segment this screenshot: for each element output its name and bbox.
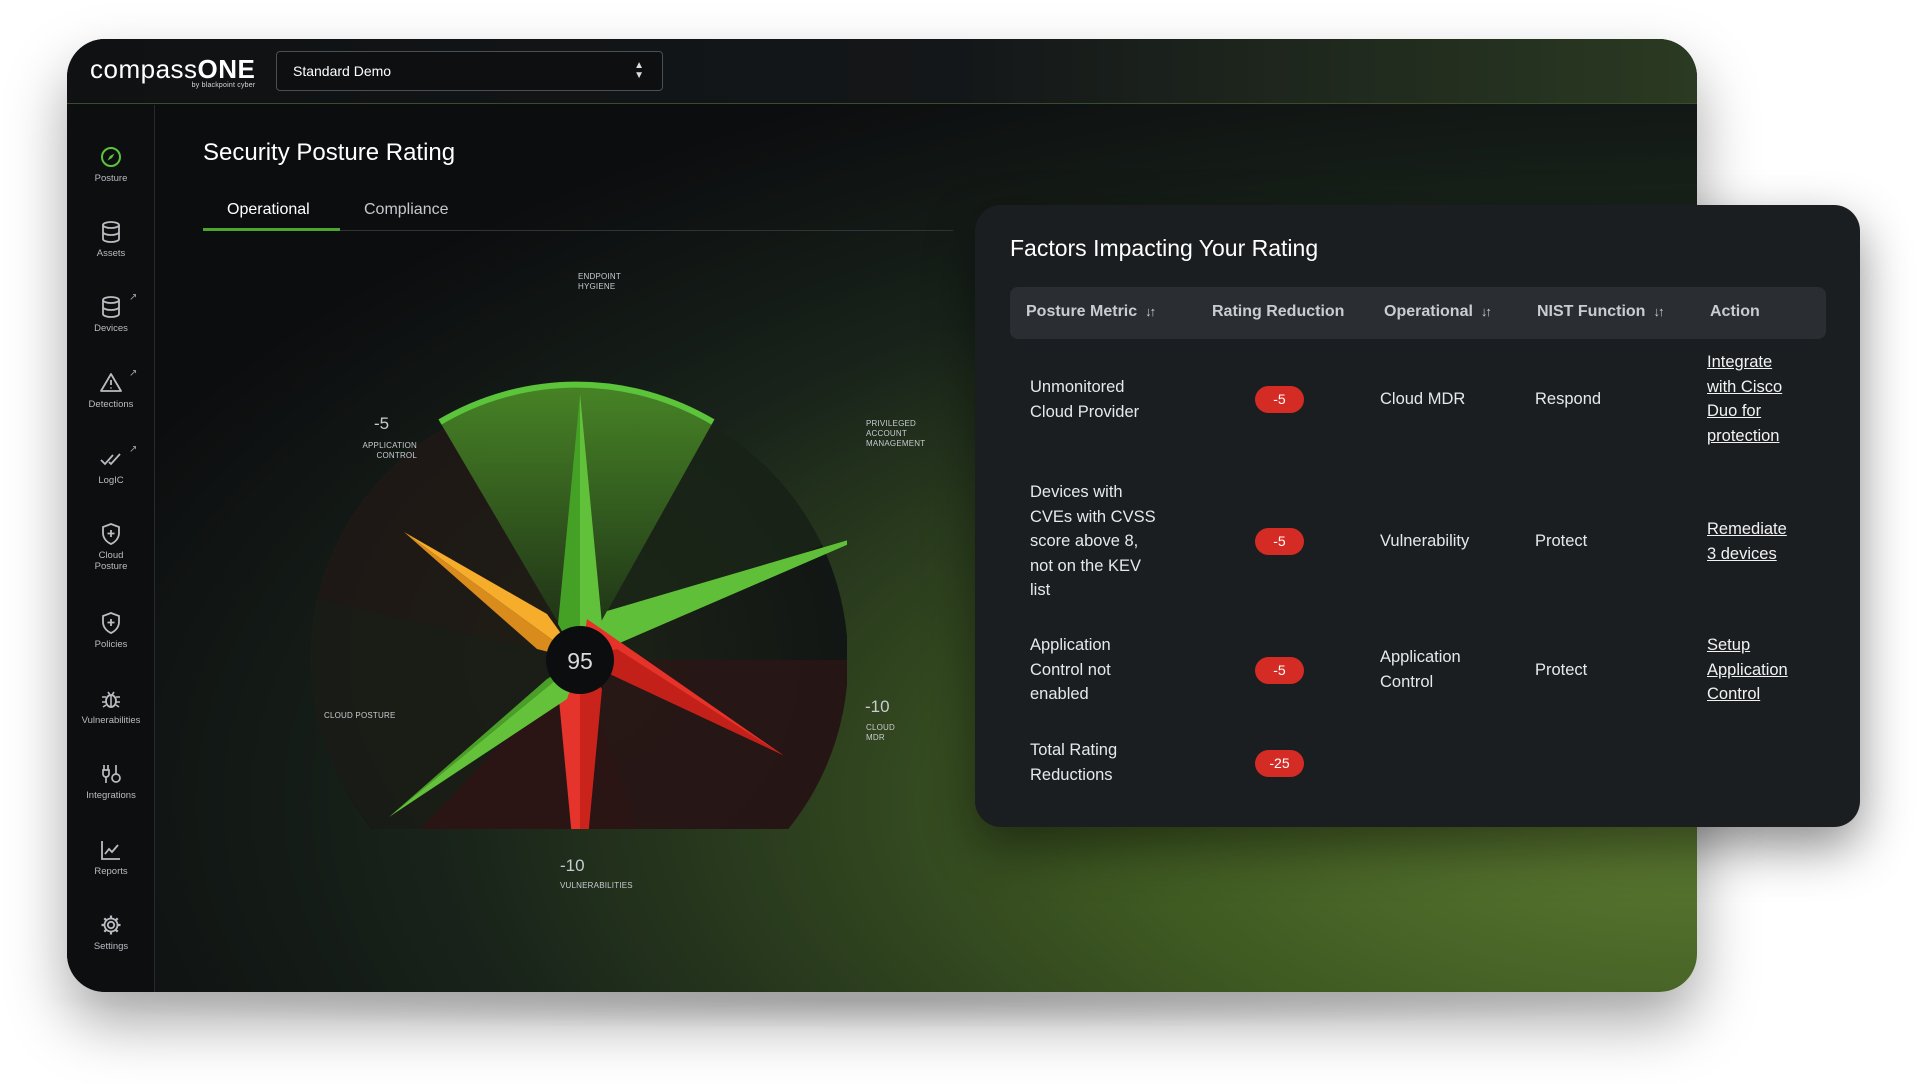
label-endpoint-hygiene: ENDPOINT HYGIENE — [578, 272, 621, 291]
col-header-nist-function[interactable]: NIST Function ↓↑ — [1537, 303, 1664, 320]
sidebar-item-policies[interactable]: Policies — [67, 611, 155, 650]
integrations-icon — [102, 765, 121, 783]
sort-icon: ↓↑ — [1653, 304, 1664, 319]
posture-rating-radar: 95 ENDPOINT HYGIENE PRIVILEGED ACCOUNT MANA… — [247, 269, 925, 928]
external-link-icon: ↗ — [129, 444, 138, 455]
compass-icon — [101, 147, 121, 167]
select-arrows-icon: ▲ ▼ — [634, 60, 644, 81]
row1-nist: Respond — [1535, 390, 1602, 408]
col-header-action: Action — [1710, 303, 1760, 320]
row3-metric: Application Control not enabled — [1030, 636, 1111, 703]
label-cloud-mdr: CLOUD MDR — [866, 723, 896, 742]
label-privileged-account-management: PRIVILEGED ACCOUNT MANAGEMENT — [866, 419, 926, 448]
sidebar-item-settings[interactable]: Settings — [67, 913, 155, 952]
shield-plus-icon — [102, 523, 120, 545]
shield-plus-icon — [102, 612, 120, 634]
col-header-rating-reduction: Rating Reduction — [1212, 303, 1345, 320]
label-application-control: APPLICATION CONTROL — [362, 441, 417, 460]
top-bar: compassONE by blackpoint cyber Standard … — [67, 39, 1697, 104]
active-tab-indicator — [203, 228, 340, 231]
table-header: Posture Metric ↓↑ Rating Reduction Operat… — [1010, 287, 1826, 339]
bug-icon — [102, 691, 120, 708]
row2-metric: Devices with CVEs with CVSS score above 8,… — [1030, 483, 1156, 599]
database-icon — [102, 221, 120, 243]
row2-action-link[interactable]: Remediate 3 devices — [1707, 520, 1787, 563]
row1-metric: Unmonitored Cloud Provider — [1030, 378, 1140, 421]
tab-operational[interactable]: Operational — [227, 201, 310, 218]
sidebar-item-devices[interactable]: ↗ Devices — [94, 292, 138, 334]
line-chart-icon — [101, 841, 120, 860]
row3-operational: Application Control — [1380, 648, 1461, 691]
total-reduction-badge: -25 — [1255, 750, 1304, 777]
sidebar-item-integrations[interactable]: Integrations — [67, 762, 155, 801]
sidebar-item-reports[interactable]: Reports — [67, 838, 155, 877]
row2-nist: Protect — [1535, 532, 1588, 550]
label-vulnerabilities: VULNERABILITIES — [560, 881, 633, 890]
value-vulnerabilities: -10 — [560, 856, 585, 875]
page-title: Security Posture Rating — [203, 139, 456, 166]
sidebar-item-vulnerabilities[interactable]: Vulnerabilities — [67, 687, 155, 726]
organization-select-value: Standard Demo — [293, 63, 392, 79]
row2-reduction-badge: -5 — [1255, 528, 1304, 555]
external-link-icon: ↗ — [129, 368, 138, 379]
factors-panel: Factors Impacting Your Rating Posture Me… — [975, 205, 1860, 827]
label-cloud-posture: CLOUD POSTURE — [324, 711, 396, 720]
radar-chart: 95 — [310, 381, 879, 928]
value-application-control: -5 — [374, 414, 390, 433]
row1-action-link[interactable]: Integrate with Cisco Duo for protection — [1707, 353, 1783, 445]
row1-reduction-badge: -5 — [1255, 386, 1304, 413]
panel-title: Factors Impacting Your Rating — [1010, 235, 1319, 261]
sidebar-item-posture[interactable]: Posture — [67, 145, 155, 184]
sort-icon: ↓↑ — [1145, 304, 1156, 319]
external-link-icon: ↗ — [129, 292, 138, 303]
tab-compliance[interactable]: Compliance — [364, 201, 449, 218]
col-header-operational[interactable]: Operational ↓↑ — [1384, 303, 1492, 320]
sort-icon: ↓↑ — [1480, 304, 1492, 319]
organization-select[interactable]: Standard Demo ▲ ▼ — [276, 51, 663, 91]
sidebar-item-detections[interactable]: ↗ Detections — [88, 368, 138, 410]
radar-star — [389, 394, 879, 923]
row3-action-link[interactable]: Setup Application Control — [1707, 636, 1788, 703]
rating-score: 95 — [567, 648, 593, 674]
row2-operational: Vulnerability — [1380, 532, 1470, 550]
sidebar-item-logic[interactable]: ↗ LogIC — [98, 444, 138, 486]
tab-bar: Operational Compliance — [203, 189, 953, 231]
row1-operational: Cloud MDR — [1380, 390, 1466, 408]
sidebar: Posture Assets ↗ Devices ↗ De — [67, 105, 155, 992]
warning-triangle-icon — [100, 373, 122, 392]
score-circle — [546, 626, 614, 694]
col-header-posture-metric[interactable]: Posture Metric ↓↑ — [1026, 303, 1156, 320]
gear-icon — [101, 915, 121, 935]
row3-nist: Protect — [1535, 661, 1588, 679]
sidebar-item-cloud-posture[interactable]: Cloud Posture — [67, 522, 155, 572]
database-icon — [102, 296, 120, 318]
value-cloud-mdr: -10 — [865, 697, 890, 716]
total-label: Total Rating Reductions — [1030, 741, 1118, 784]
row3-reduction-badge: -5 — [1255, 657, 1304, 684]
double-check-icon — [100, 453, 121, 466]
sidebar-item-assets[interactable]: Assets — [67, 220, 155, 259]
compassone-logo[interactable]: compassONE by blackpoint cyber — [90, 54, 256, 89]
